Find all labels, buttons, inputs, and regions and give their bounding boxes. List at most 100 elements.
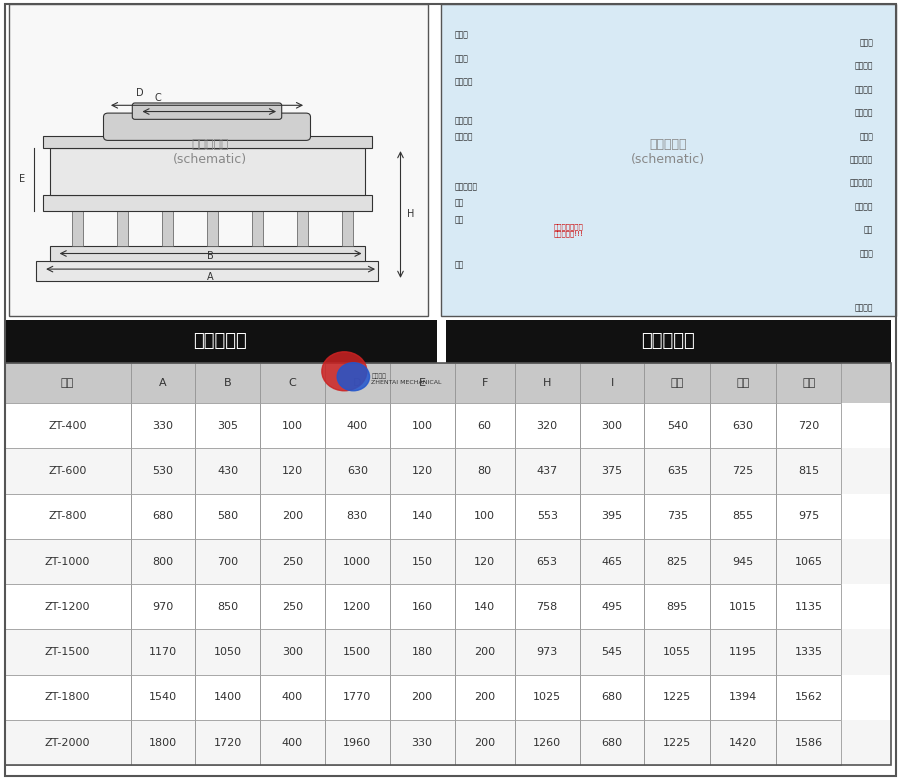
Text: E: E [418, 378, 426, 388]
Text: 400: 400 [282, 738, 303, 747]
Text: 100: 100 [282, 421, 303, 431]
Text: 895: 895 [667, 602, 688, 612]
Text: 筛网法兰: 筛网法兰 [854, 108, 873, 118]
Bar [580, 539, 644, 584]
FancyBboxPatch shape [104, 113, 310, 140]
Bar [130, 675, 195, 720]
Text: 100: 100 [474, 512, 495, 521]
Bar [195, 539, 260, 584]
FancyBboxPatch shape [132, 103, 282, 119]
Text: 680: 680 [601, 738, 623, 747]
Bar [4, 675, 891, 720]
Text: 球形清洁板: 球形清洁板 [850, 155, 873, 165]
Bar [260, 629, 325, 675]
Text: B: B [207, 251, 214, 261]
FancyBboxPatch shape [9, 4, 428, 316]
Bar [390, 584, 454, 629]
Text: 下部重锤: 下部重锤 [854, 303, 873, 313]
Bar [776, 494, 842, 539]
Bar [776, 448, 842, 494]
Bar [43, 195, 372, 211]
Bar [36, 261, 378, 281]
Bar [4, 363, 891, 765]
Bar [390, 539, 454, 584]
Bar [515, 494, 580, 539]
Text: B: B [224, 378, 231, 388]
Text: D: D [136, 87, 143, 98]
Bar [644, 629, 710, 675]
Bar [390, 363, 454, 403]
Text: ZT-400: ZT-400 [49, 421, 86, 431]
Bar [515, 539, 580, 584]
Bar [130, 448, 195, 494]
Text: 1400: 1400 [213, 693, 242, 702]
Bar [580, 584, 644, 629]
Text: 120: 120 [474, 557, 495, 566]
Bar [710, 403, 776, 448]
Text: 320: 320 [536, 421, 558, 431]
Bar [4, 539, 891, 584]
Bar [4, 403, 891, 448]
Bar [195, 448, 260, 494]
Text: 压紧环: 压紧环 [454, 54, 468, 63]
Text: 一层: 一层 [670, 378, 684, 388]
Bar [260, 675, 325, 720]
Text: 底部框架: 底部框架 [454, 132, 473, 141]
Bar [776, 539, 842, 584]
Text: ZT-800: ZT-800 [49, 512, 86, 521]
Bar [130, 539, 195, 584]
Text: 680: 680 [601, 693, 623, 702]
Bar [580, 675, 644, 720]
Text: 电动机: 电动机 [860, 249, 873, 258]
Bar [710, 363, 776, 403]
Text: 300: 300 [282, 647, 303, 657]
Text: 80: 80 [478, 466, 491, 476]
Text: 橡胶球: 橡胶球 [860, 132, 873, 141]
Text: 160: 160 [411, 602, 433, 612]
Text: F: F [482, 378, 488, 388]
Bar [580, 448, 644, 494]
Text: 120: 120 [282, 466, 303, 476]
Text: 1025: 1025 [533, 693, 562, 702]
Text: 305: 305 [217, 421, 239, 431]
Text: 680: 680 [152, 512, 174, 521]
Text: 底座: 底座 [454, 261, 464, 270]
Bar [130, 403, 195, 448]
Bar [260, 584, 325, 629]
Bar [776, 584, 842, 629]
Bar [195, 363, 260, 403]
Bar [4, 539, 130, 584]
Bar [297, 211, 308, 246]
Bar [325, 539, 390, 584]
Text: 653: 653 [536, 557, 558, 566]
Bar [342, 211, 353, 246]
Text: 运输用固定螺栓
试机时去掉!!!: 运输用固定螺栓 试机时去掉!!! [554, 223, 583, 237]
Text: 束环: 束环 [454, 198, 464, 207]
Bar [4, 720, 891, 765]
Bar [325, 720, 390, 765]
Text: 60: 60 [478, 421, 491, 431]
Text: 1055: 1055 [663, 647, 691, 657]
Bar [4, 320, 436, 363]
Bar [454, 539, 515, 584]
Bar [710, 720, 776, 765]
Text: 250: 250 [282, 602, 303, 612]
Text: 150: 150 [411, 557, 433, 566]
Text: 辅助筛网: 辅助筛网 [854, 62, 873, 71]
Text: 300: 300 [601, 421, 623, 431]
Text: 140: 140 [474, 602, 495, 612]
Text: 1195: 1195 [729, 647, 757, 657]
Bar [515, 363, 580, 403]
Text: 1586: 1586 [795, 738, 823, 747]
Text: 200: 200 [474, 738, 495, 747]
Text: 1500: 1500 [343, 647, 372, 657]
Text: C: C [289, 378, 296, 388]
Text: 1720: 1720 [213, 738, 242, 747]
Text: 外形尺寸图: 外形尺寸图 [194, 332, 248, 350]
Bar [454, 363, 515, 403]
Text: 200: 200 [474, 647, 495, 657]
Text: 180: 180 [411, 647, 433, 657]
Bar [644, 720, 710, 765]
Text: 545: 545 [601, 647, 623, 657]
Bar [454, 720, 515, 765]
